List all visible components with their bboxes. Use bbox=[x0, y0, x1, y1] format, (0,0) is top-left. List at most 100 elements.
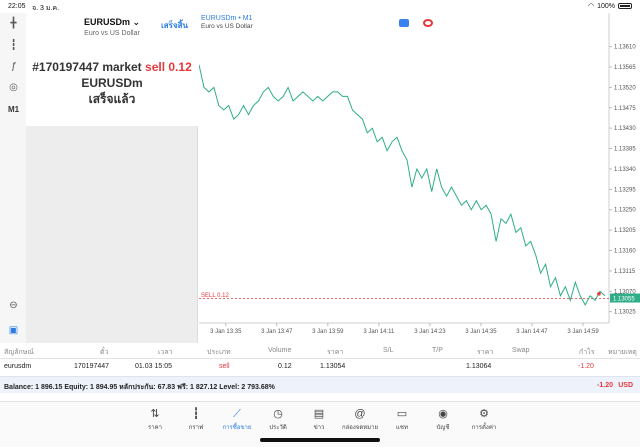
y-tick-label: 1.13385 bbox=[614, 147, 636, 153]
chart-canvas[interactable]: 1.13610 1.13565 1.13520 1.13475 1.13430 1.133… bbox=[198, 13, 640, 343]
y-tick-label: 1.13565 bbox=[614, 65, 636, 71]
battery-percent: 100% bbox=[597, 2, 615, 10]
col-volume: Volume bbox=[268, 347, 292, 354]
trade-icon: ⟋ bbox=[233, 408, 241, 420]
sell-level-label: SELL 0.12 bbox=[201, 293, 229, 299]
y-tick-label: 1.13070 bbox=[614, 289, 636, 295]
candles-icon[interactable]: ┇ bbox=[10, 40, 17, 51]
positions-table: สัญลักษณ์ ตั๋ว เวลา ประเภท Volume ราคา S… bbox=[0, 343, 640, 374]
chart-overlay-icons bbox=[399, 19, 433, 27]
new-order-icon[interactable]: ▣ bbox=[8, 325, 19, 336]
indicator-icon[interactable]: ƒ bbox=[10, 61, 17, 72]
account-currency: USD bbox=[618, 382, 633, 389]
account-summary: Balance: 1 896.15 Equity: 1 894.95 หลักป… bbox=[0, 376, 640, 393]
tab-history[interactable]: ◷ ประวัติ bbox=[258, 406, 298, 432]
y-tick-label: 1.13025 bbox=[614, 310, 636, 316]
y-tick-label: 1.13430 bbox=[614, 126, 636, 132]
y-tick-label: 1.13115 bbox=[614, 269, 636, 275]
mail-icon: @ bbox=[354, 408, 366, 420]
symbol-description: Euro vs US Dollar bbox=[84, 30, 140, 37]
tab-settings[interactable]: ⚙ การตั้งค่า bbox=[464, 406, 504, 432]
trade-levels-icon[interactable] bbox=[423, 19, 433, 27]
status-bar: 22:05 จ. 3 ม.ค. ◠ 100% bbox=[0, 0, 640, 13]
col-price: ราคา bbox=[327, 349, 344, 356]
chat-icon: ▭ bbox=[396, 408, 408, 420]
y-tick-label: 1.13610 bbox=[614, 45, 636, 51]
done-button[interactable]: เสร็จสิ้น bbox=[161, 21, 188, 30]
col-swap: Swap bbox=[512, 347, 530, 354]
symbol-header: EURUSDm ⌄ Euro vs US Dollar bbox=[26, 17, 198, 37]
symbol-selector[interactable]: EURUSDm ⌄ bbox=[83, 17, 141, 27]
x-tick-label: 3 Jan 14:11 bbox=[363, 329, 395, 335]
tab-quotes[interactable]: ⇅ ราคา bbox=[135, 406, 175, 432]
y-tick-label: 1.13160 bbox=[614, 249, 636, 255]
x-tick-label: 3 Jan 14:23 bbox=[414, 329, 446, 335]
x-tick-label: 3 Jan 14:35 bbox=[465, 329, 497, 335]
status-date: จ. 3 ม.ค. bbox=[32, 5, 60, 12]
price-chart[interactable]: 1.13610 1.13565 1.13520 1.13475 1.13430 1.133… bbox=[198, 13, 640, 343]
gear-icon: ⚙ bbox=[479, 408, 489, 420]
tab-label: แชท bbox=[396, 425, 408, 431]
row-price: 1.13054 bbox=[320, 363, 346, 370]
tab-label: การซื้อขาย bbox=[222, 425, 252, 431]
zoom-icon[interactable]: ⊖ bbox=[9, 300, 18, 311]
row-symbol: eurusdm bbox=[4, 363, 32, 370]
table-row[interactable]: eurusdm 170197447 01.03 15:05 sell 0.12 … bbox=[0, 359, 640, 374]
x-tick-label: 3 Jan 14:47 bbox=[516, 329, 548, 335]
order-ticket-type: #170197447 market bbox=[32, 60, 142, 74]
row-time: 01.03 15:05 bbox=[135, 363, 172, 370]
x-tick-label: 3 Jan 13:59 bbox=[312, 329, 344, 335]
order-result-card: EURUSDm ⌄ Euro vs US Dollar เสร็จสิ้น #1… bbox=[26, 13, 198, 126]
chart-title: EURUSDm • M1 bbox=[201, 15, 253, 22]
col-time: เวลา bbox=[158, 349, 173, 356]
current-price-label: 1.13055 bbox=[613, 297, 635, 303]
chart-description: Euro vs US Dollar bbox=[201, 23, 253, 30]
history-icon: ◷ bbox=[273, 408, 283, 420]
home-indicator bbox=[260, 438, 380, 442]
tab-account[interactable]: ◉ บัญชี bbox=[423, 406, 463, 432]
col-cur-price: ราคา bbox=[477, 349, 494, 356]
y-tick-label: 1.13295 bbox=[614, 187, 636, 193]
y-tick-label: 1.13475 bbox=[614, 106, 636, 112]
tab-charts[interactable]: ┇ กราฟ bbox=[176, 406, 216, 432]
battery-icon bbox=[618, 3, 632, 9]
order-result-line: #170197447 market sell 0.12 bbox=[26, 59, 198, 75]
col-profit: กำไร bbox=[579, 349, 595, 356]
col-symbol: สัญลักษณ์ bbox=[4, 349, 34, 356]
current-price-box bbox=[610, 293, 640, 303]
col-tp: T/P bbox=[432, 347, 443, 354]
objects-icon[interactable]: ◎ bbox=[9, 82, 18, 93]
tab-mailbox[interactable]: @ กล่องจดหมาย bbox=[340, 406, 380, 432]
last-trade-dot bbox=[597, 292, 601, 296]
tab-chat[interactable]: ▭ แชท bbox=[382, 406, 422, 432]
col-type: ประเภท bbox=[207, 349, 231, 356]
status-time: 22:05 bbox=[8, 3, 26, 10]
tab-trade[interactable]: ⟋ การซื้อขาย bbox=[217, 406, 257, 432]
order-panel: EURUSDm ⌄ Euro vs US Dollar เสร็จสิ้น #1… bbox=[26, 13, 198, 343]
order-status: เสร็จแล้ว bbox=[88, 92, 136, 106]
tab-label: ประวัติ bbox=[269, 425, 287, 431]
tab-label: การตั้งค่า bbox=[471, 425, 497, 431]
y-tick-label: 1.13205 bbox=[614, 228, 636, 234]
tab-news[interactable]: ▤ ข่าว bbox=[299, 406, 339, 432]
order-side-volume: sell 0.12 bbox=[145, 60, 192, 74]
col-ticket: ตั๋ว bbox=[100, 349, 109, 356]
tab-label: กล่องจดหมาย bbox=[341, 425, 379, 431]
chart-toolbar: ╋ ┇ ƒ ◎ M1 ⊖ ▣ bbox=[0, 13, 26, 343]
row-cur-price: 1.13064 bbox=[466, 363, 492, 370]
y-tick-label: 1.13250 bbox=[614, 208, 636, 214]
news-icon: ▤ bbox=[313, 408, 325, 420]
crosshair-icon[interactable]: ╋ bbox=[10, 18, 17, 29]
y-tick-label: 1.13340 bbox=[614, 167, 636, 173]
tab-label: ราคา bbox=[148, 425, 162, 431]
balance-text: Balance: 1 896.15 Equity: 1 894.95 หลักป… bbox=[4, 384, 275, 391]
order-symbol: EURUSDm bbox=[81, 76, 143, 90]
y-tick-label: 1.13520 bbox=[614, 85, 636, 91]
one-click-trading-icon[interactable] bbox=[399, 19, 409, 27]
timeframe-button[interactable]: M1 bbox=[7, 105, 20, 114]
status-right: ◠ 100% bbox=[588, 2, 632, 10]
row-volume: 0.12 bbox=[278, 363, 292, 370]
wifi-icon: ◠ bbox=[587, 3, 595, 10]
price-line bbox=[198, 64, 606, 306]
tab-label: บัญชี bbox=[436, 425, 450, 431]
